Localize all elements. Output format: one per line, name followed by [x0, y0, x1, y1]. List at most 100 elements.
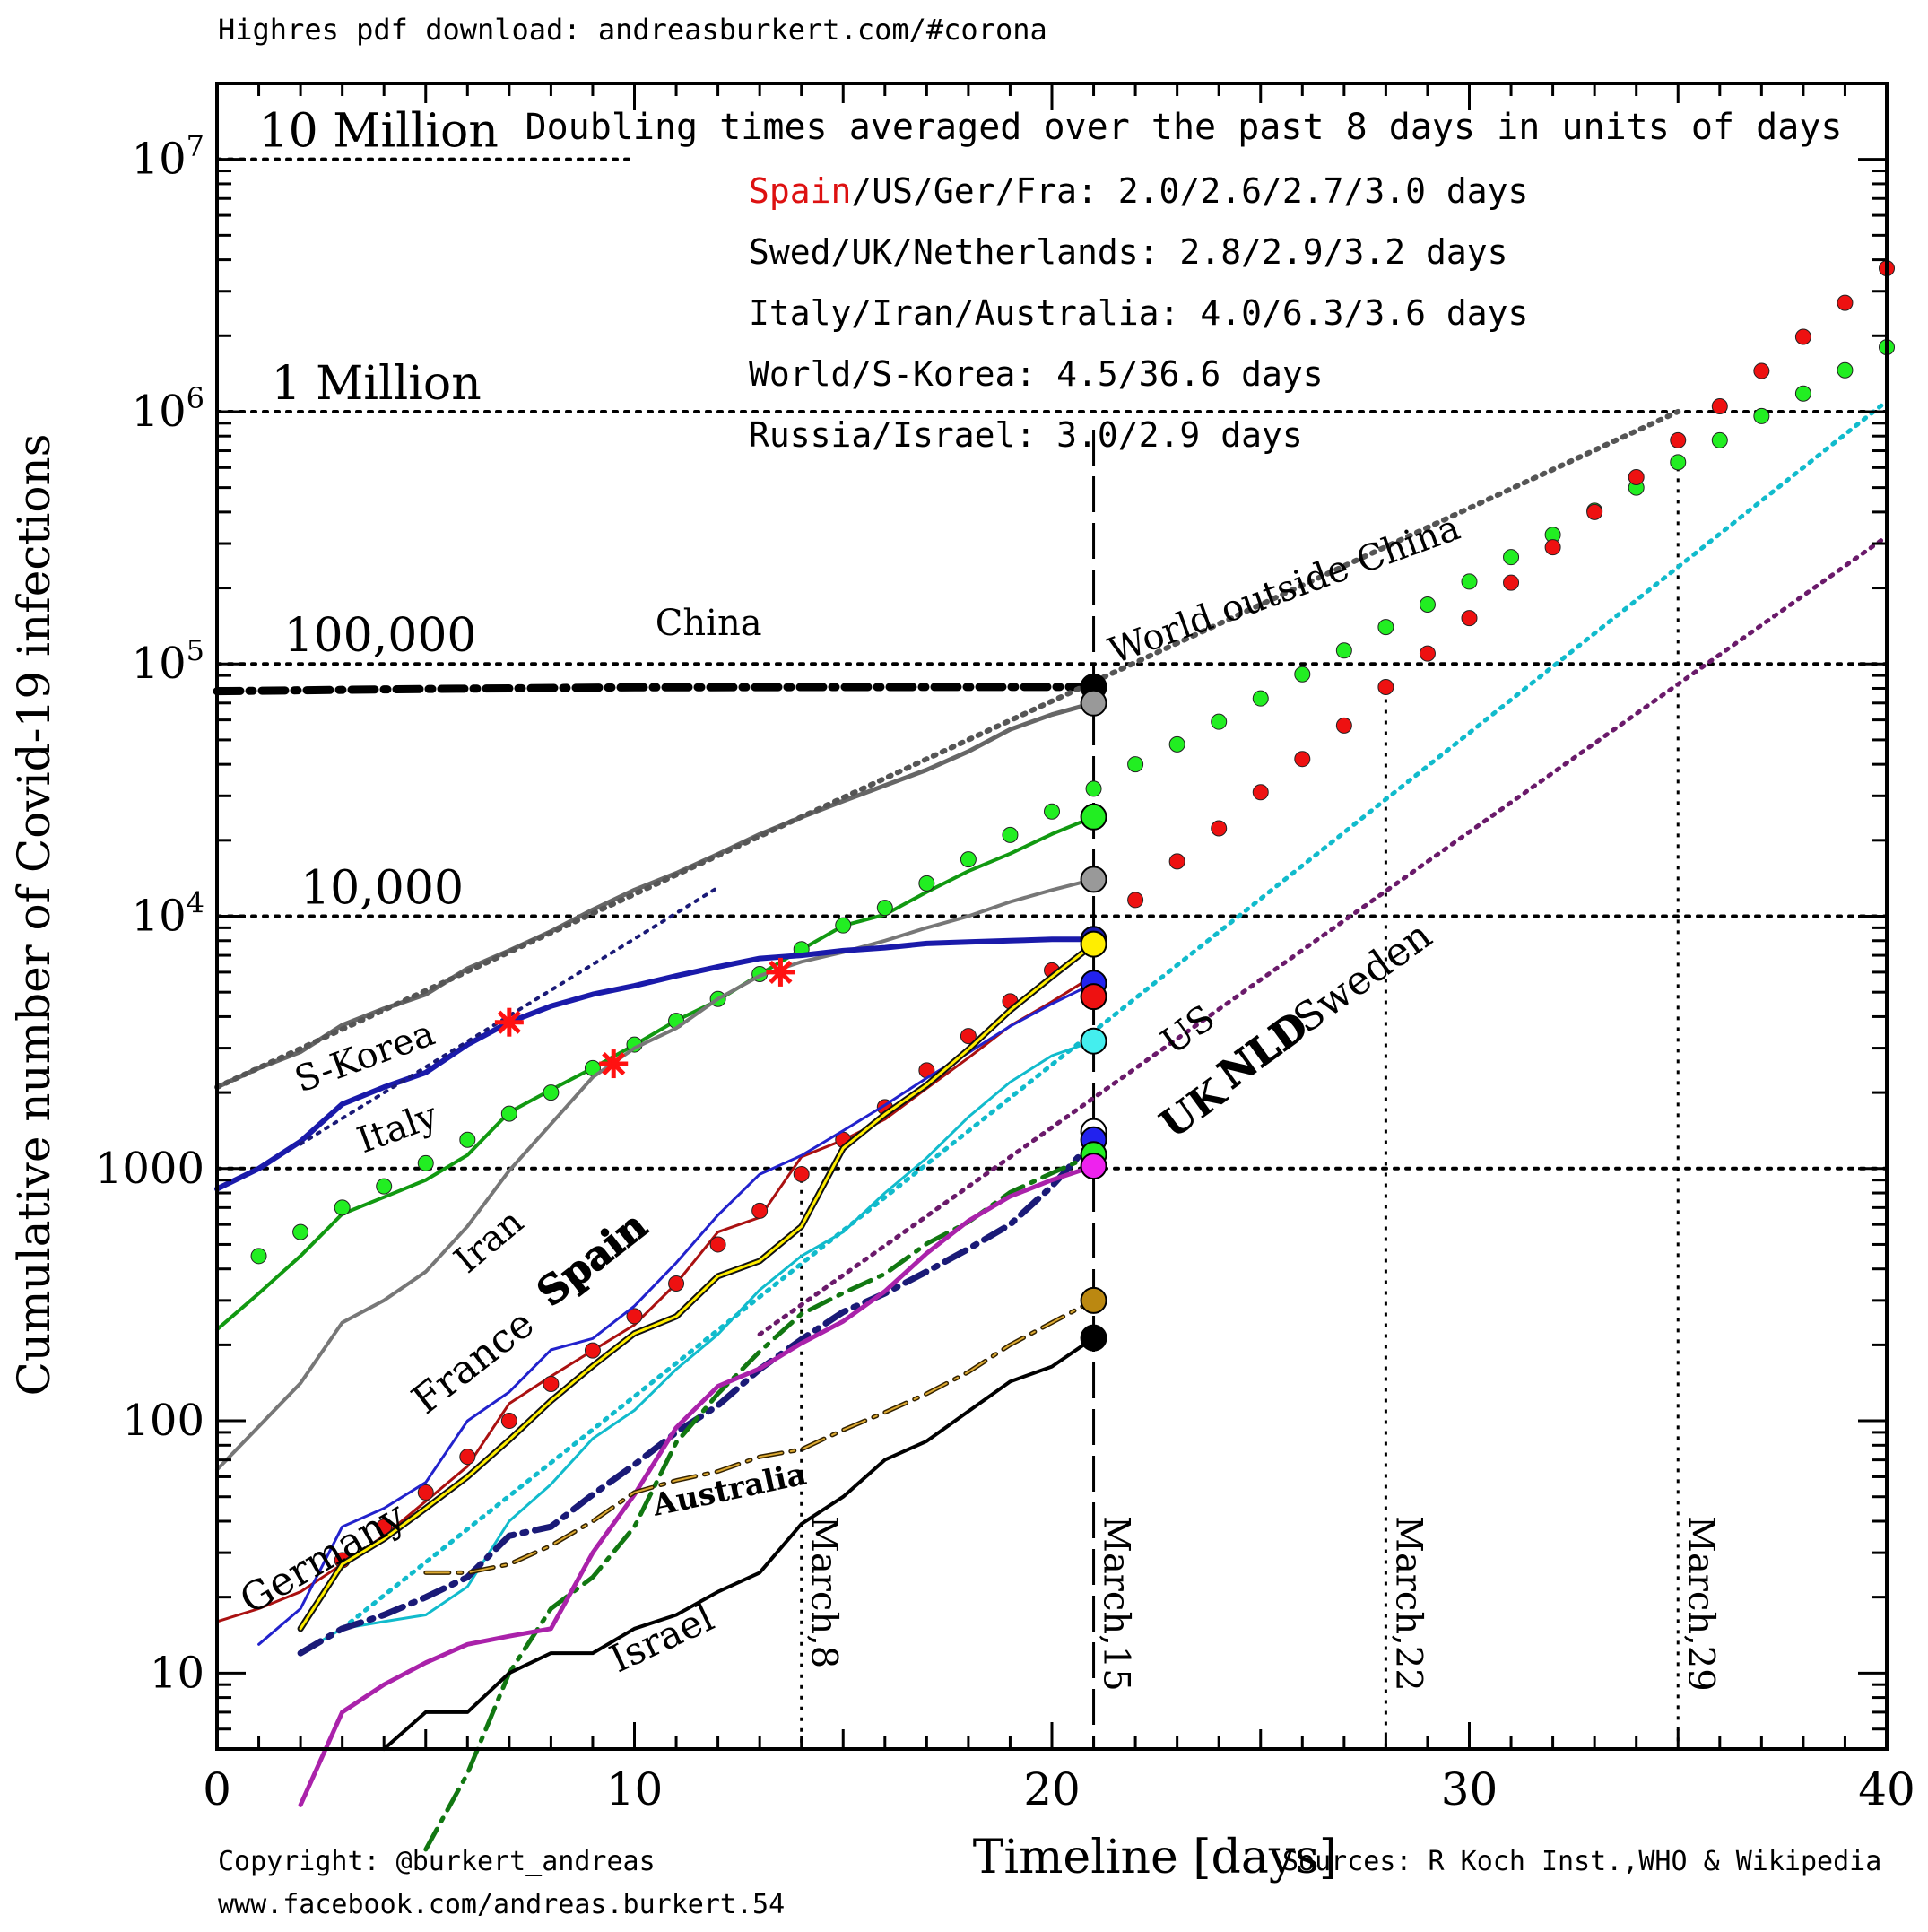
world-projection-point	[1127, 756, 1144, 773]
info-box-line: Italy/Iran/Australia: 4.0/6.3/3.6 days	[749, 293, 1528, 333]
y-tick-base: 10	[132, 387, 187, 437]
us-trend-line	[340, 398, 1889, 1632]
date-marker-label: March,8	[803, 1516, 845, 1668]
header-note: Highres pdf download: andreasburkert.com…	[218, 13, 1047, 47]
date-marker-label: March,29	[1680, 1516, 1721, 1692]
spain-projection-point	[1419, 645, 1436, 662]
y-axis-label: Cumulative number of Covid-19 infections	[8, 434, 60, 1397]
date-marker-label: March,15	[1096, 1516, 1137, 1692]
world-projection-point	[1837, 361, 1854, 379]
info-box-title: Doubling times averaged over the past 8 …	[525, 107, 1842, 148]
info-highlight: Spain	[749, 171, 851, 211]
end-marker	[1080, 1286, 1107, 1314]
world-projection-point	[1711, 431, 1728, 448]
world-projection-point	[1419, 596, 1436, 613]
info-text: /US/Ger/Fra: 2.0/2.6/2.7/3.0 days	[851, 171, 1528, 211]
italy-line	[215, 814, 1096, 1332]
x-tick-label: 20	[1023, 1763, 1081, 1815]
germany-markers-point	[626, 1308, 643, 1325]
spain-projection-point	[1503, 574, 1520, 591]
annotation-china: China	[656, 603, 762, 644]
world-projection-point	[1335, 642, 1352, 659]
info-box-line: World/S-Korea: 4.5/36.6 days	[749, 354, 1324, 394]
annotation-sweden: Sweden	[1285, 912, 1440, 1042]
annotation-france: France	[404, 1301, 543, 1423]
annotation-germany: Germany	[232, 1493, 413, 1623]
y-tick-label: 1000	[95, 1144, 204, 1194]
spain-projection-point	[1837, 294, 1854, 311]
end-marker	[1080, 983, 1107, 1011]
y-tick-base: 10	[132, 639, 187, 689]
y-tick-label: 10	[150, 1648, 204, 1698]
world-projection-point	[1794, 385, 1811, 402]
x-tick-label: 10	[606, 1763, 664, 1815]
china-line	[213, 683, 1099, 696]
info-box-line: Swed/UK/Netherlands: 2.8/2.9/3.2 days	[749, 232, 1507, 272]
plot-frame	[215, 82, 1889, 1751]
germany-markers-point	[543, 1375, 560, 1392]
world-projection-point	[1753, 407, 1770, 424]
reference-label-1-million: 1 Million	[272, 357, 482, 411]
end-marker	[1080, 803, 1107, 831]
germany-markers-point	[709, 1236, 726, 1253]
germany-markers-point	[417, 1484, 434, 1501]
end-marker	[1080, 1153, 1107, 1180]
world-projection-point	[1503, 549, 1520, 566]
star-marker	[602, 1051, 626, 1076]
italy-model-point	[334, 1199, 351, 1216]
spain-projection-point	[1670, 431, 1687, 448]
iran-line	[215, 877, 1096, 1472]
doubling-times-box: Doubling times averaged over the past 8 …	[525, 107, 1842, 455]
italy-model-point	[376, 1178, 393, 1195]
info-text: Swed/UK/Netherlands: 2.8/2.9/3.2 days	[749, 232, 1507, 272]
star-marker	[497, 1010, 521, 1034]
x-axis-label: Timeline [days]	[973, 1831, 1337, 1884]
italy-model-point	[250, 1248, 267, 1265]
reference-label-10-000: 10,000	[300, 862, 464, 916]
germany-markers-point	[960, 1028, 977, 1045]
sources-note: Sources: R Koch Inst.,WHO & Wikipedia	[1282, 1846, 1881, 1877]
annotation-italy: Italy	[352, 1095, 444, 1162]
italy-model-point	[459, 1131, 476, 1148]
world-projection-point	[1670, 454, 1687, 471]
copyright-note: Copyright: @burkert_andreas	[218, 1846, 656, 1877]
spain-projection-point	[1127, 892, 1144, 909]
spain-projection-point	[1461, 610, 1478, 627]
annotation-s-korea: S-Korea	[290, 1013, 440, 1101]
italy-model-point	[918, 875, 935, 892]
y-tick-exponent: 5	[187, 633, 204, 667]
spain-projection-point	[1377, 678, 1394, 695]
world-projection-point	[1377, 619, 1394, 636]
y-tick-label: 104	[132, 886, 204, 942]
spain-projection-point	[1586, 503, 1603, 520]
world-projection-point	[1211, 713, 1228, 730]
germany-markers-point	[500, 1413, 517, 1430]
x-tick-label: 0	[203, 1763, 231, 1815]
annotation-us: US	[1154, 997, 1222, 1063]
x-tick-label: 40	[1858, 1763, 1915, 1815]
y-tick-label: 100	[122, 1396, 204, 1446]
world-outside-china-projection-line	[214, 408, 1681, 1091]
germany-markers-point	[668, 1275, 685, 1292]
annotation-israel: Israel	[603, 1596, 720, 1682]
spain-projection-point	[1294, 751, 1311, 768]
spain-projection-point	[1711, 397, 1728, 414]
germany-markers-point	[751, 1202, 769, 1219]
world-projection-point	[1252, 690, 1269, 707]
reference-label-100-000: 100,000	[283, 609, 476, 663]
facebook-link[interactable]: www.facebook.com/andreas.burkert.54	[218, 1889, 785, 1920]
annotation-iran: Iran	[447, 1201, 531, 1282]
germany-markers-point	[584, 1342, 601, 1359]
y-tick-label: 107	[132, 129, 204, 185]
spain-projection-point	[1794, 328, 1811, 345]
info-box-line: Spain/US/Ger/Fra: 2.0/2.6/2.7/3.0 days	[749, 171, 1528, 211]
italy-model-point	[835, 917, 852, 934]
x-tick-label: 30	[1441, 1763, 1498, 1815]
italy-model-point	[1044, 803, 1060, 820]
y-tick-label: 105	[132, 633, 204, 689]
annotation-uk: UK	[1151, 1069, 1235, 1147]
spain-projection-point	[1252, 784, 1269, 801]
s-korea-line	[214, 936, 1097, 1192]
australia-inner-line	[424, 1299, 1095, 1574]
